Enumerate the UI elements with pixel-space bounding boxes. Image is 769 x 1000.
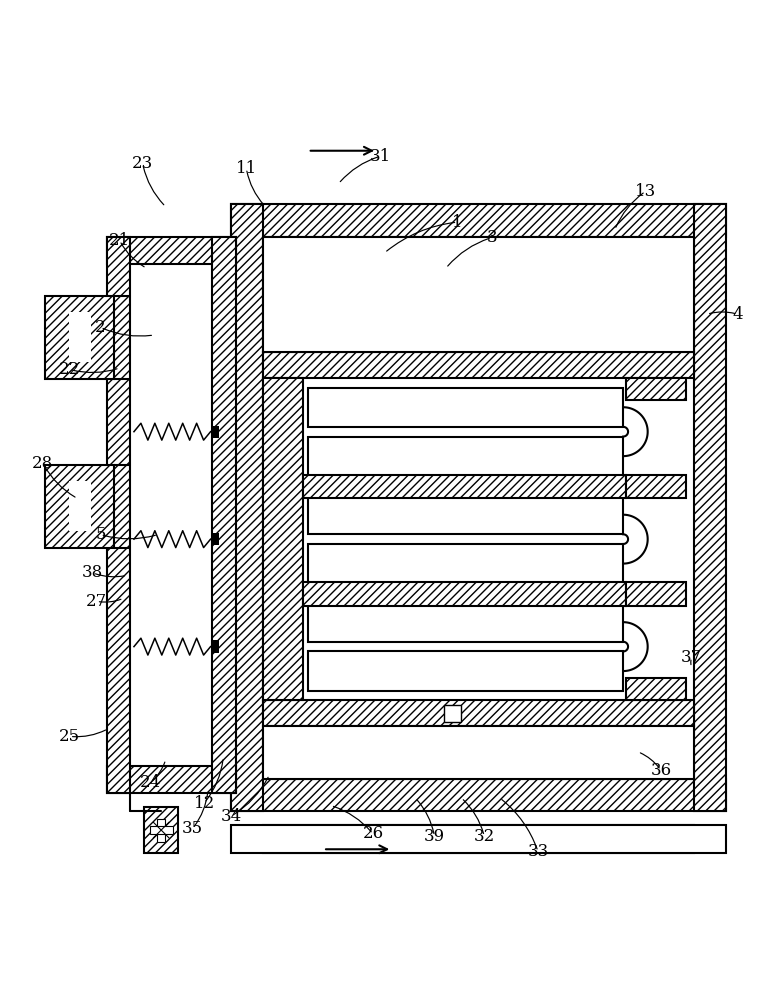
Text: 21: 21 [109, 232, 130, 249]
Text: 27: 27 [86, 593, 107, 610]
Text: 5: 5 [95, 526, 105, 543]
Bar [211, 426, 218, 438]
Text: 28: 28 [32, 455, 54, 472]
Bar [626, 678, 686, 700]
Text: 3: 3 [487, 229, 498, 246]
Text: 26: 26 [362, 825, 384, 842]
Text: 33: 33 [528, 843, 548, 860]
Bar [626, 378, 686, 400]
Text: 39: 39 [424, 828, 445, 845]
Text: 31: 31 [370, 148, 391, 165]
Bar [231, 825, 726, 853]
Bar [303, 475, 626, 498]
Bar [694, 204, 726, 811]
Bar [107, 237, 235, 264]
Bar [158, 819, 165, 842]
Bar [68, 312, 91, 362]
Text: 36: 36 [651, 762, 671, 779]
Bar [308, 495, 623, 534]
Text: 13: 13 [635, 183, 656, 200]
Bar [263, 237, 694, 352]
Text: 2: 2 [95, 319, 106, 336]
Bar [308, 388, 623, 427]
Bar [308, 437, 623, 476]
Bar [263, 378, 303, 700]
Text: 12: 12 [194, 795, 215, 812]
Text: 34: 34 [221, 808, 241, 825]
Text: 37: 37 [681, 649, 702, 666]
Text: 25: 25 [59, 728, 80, 745]
Bar [231, 779, 726, 811]
Text: 1: 1 [452, 214, 463, 231]
Bar [144, 807, 178, 853]
Bar [626, 582, 686, 606]
Text: 23: 23 [132, 155, 153, 172]
Bar [211, 533, 218, 545]
Bar [263, 352, 694, 378]
Bar [308, 651, 623, 691]
Bar [444, 705, 461, 722]
Bar [68, 481, 91, 531]
Bar [231, 204, 726, 237]
Bar [308, 603, 623, 642]
Text: 24: 24 [140, 774, 161, 791]
Text: 32: 32 [474, 828, 495, 845]
Bar [107, 237, 130, 793]
Bar [211, 640, 218, 653]
Bar [263, 237, 694, 779]
Bar [130, 264, 212, 766]
Text: 38: 38 [82, 564, 104, 581]
Text: 11: 11 [236, 160, 257, 177]
Bar [150, 826, 173, 834]
Text: 4: 4 [732, 306, 743, 323]
Bar [45, 296, 115, 379]
Bar [45, 465, 115, 548]
Bar [303, 582, 626, 606]
Bar [626, 475, 686, 498]
Bar [107, 766, 235, 793]
Text: 35: 35 [182, 820, 203, 837]
Bar [231, 204, 263, 811]
Bar [263, 726, 694, 779]
Bar [212, 237, 235, 793]
Bar [308, 544, 623, 583]
Text: 22: 22 [59, 361, 81, 378]
Bar [263, 700, 694, 726]
Bar [263, 825, 694, 853]
